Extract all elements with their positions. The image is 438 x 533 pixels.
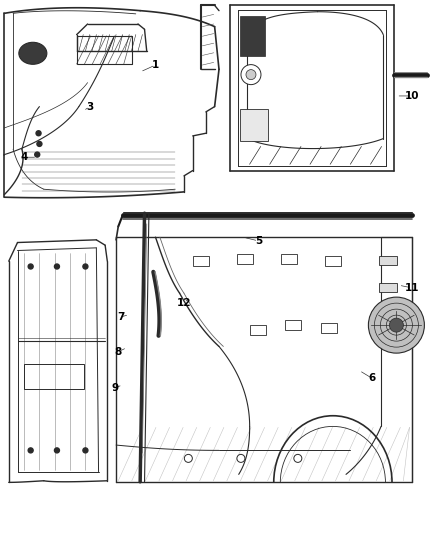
Circle shape (184, 454, 192, 463)
Circle shape (241, 64, 261, 85)
Bar (237, 254, 253, 263)
Text: 10: 10 (404, 91, 419, 101)
Circle shape (294, 454, 302, 463)
Text: 4: 4 (21, 152, 28, 162)
Bar (325, 256, 341, 266)
Circle shape (54, 264, 60, 269)
Text: 1: 1 (152, 60, 159, 70)
Text: 11: 11 (404, 283, 419, 293)
Circle shape (28, 448, 33, 453)
Text: 9: 9 (111, 383, 118, 393)
Bar (321, 323, 336, 333)
Bar (24, 364, 84, 389)
Ellipse shape (19, 42, 47, 64)
Text: 12: 12 (177, 298, 191, 308)
Circle shape (54, 448, 60, 453)
Text: 5: 5 (255, 236, 262, 246)
Circle shape (37, 141, 42, 147)
Circle shape (237, 454, 245, 463)
Circle shape (36, 131, 41, 136)
Circle shape (389, 318, 403, 332)
Bar (194, 256, 209, 266)
Circle shape (28, 264, 33, 269)
Bar (379, 283, 397, 292)
Text: 7: 7 (117, 312, 124, 322)
Circle shape (83, 448, 88, 453)
Circle shape (368, 297, 424, 353)
Bar (379, 256, 397, 265)
Bar (251, 326, 266, 335)
Text: 3: 3 (86, 102, 93, 111)
Bar (286, 320, 301, 330)
Bar (240, 16, 265, 56)
Circle shape (83, 264, 88, 269)
Circle shape (246, 70, 256, 79)
Text: 6: 6 (369, 374, 376, 383)
Bar (240, 109, 268, 141)
Text: 8: 8 (115, 347, 122, 357)
Bar (281, 254, 297, 263)
Circle shape (35, 152, 40, 157)
Bar (77, 36, 132, 64)
